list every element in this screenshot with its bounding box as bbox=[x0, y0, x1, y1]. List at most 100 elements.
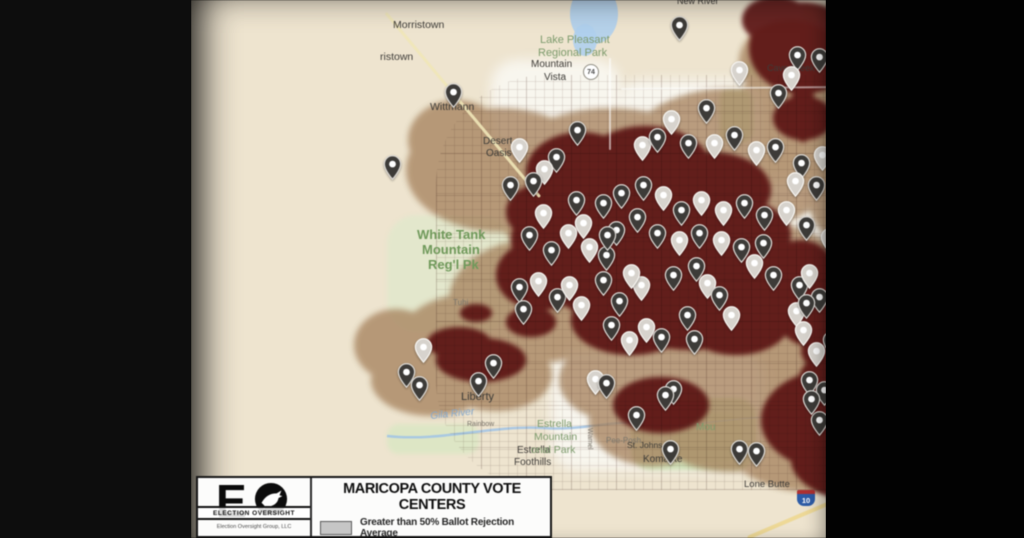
vote-center-pin-light bbox=[722, 306, 741, 331]
legend-label-greater: Greater than 50% Ballot Rejection Averag… bbox=[360, 517, 515, 538]
election-oversight-logo: E ELECTION OVERSIGHT Election Oversight … bbox=[198, 478, 312, 536]
vote-center-pin-dark bbox=[568, 121, 587, 146]
vote-center-pin-light bbox=[714, 201, 733, 226]
vote-center-pin-dark bbox=[510, 278, 529, 303]
vote-center-pin-light bbox=[654, 186, 673, 211]
vote-center-pin-dark bbox=[634, 176, 653, 201]
vote-center-pin-dark bbox=[697, 99, 716, 124]
map-label: Desert bbox=[483, 136, 513, 147]
map-label: White Tank bbox=[417, 227, 486, 242]
vote-center-pin-dark bbox=[444, 83, 463, 108]
route-shields-layer: 748710 bbox=[191, 0, 826, 538]
vote-center-pin-dark bbox=[652, 328, 671, 353]
vote-center-pin-dark bbox=[594, 271, 613, 296]
legend-row-greater: Greater than 50% Ballot Rejection Averag… bbox=[320, 517, 544, 538]
light-swatch bbox=[320, 521, 352, 535]
vote-center-pin-light bbox=[572, 296, 591, 321]
vote-center-pin-light bbox=[574, 214, 593, 239]
vote-center-pin-dark bbox=[664, 266, 683, 291]
vote-center-pin-light bbox=[730, 61, 749, 86]
vote-center-pin-dark bbox=[815, 381, 826, 406]
vote-center-pin-dark bbox=[685, 330, 704, 355]
vote-center-pin-dark bbox=[648, 128, 667, 153]
map-label: onal Park bbox=[531, 444, 576, 456]
heatmap-blob bbox=[790, 82, 816, 142]
vote-center-pin-light bbox=[786, 172, 805, 197]
vote-center-pin-light bbox=[813, 146, 826, 171]
map-label: Regional Park bbox=[538, 47, 608, 59]
vote-center-pin-light bbox=[712, 231, 731, 256]
vote-center-pin-dark bbox=[678, 306, 697, 331]
map-label: Lone Butte bbox=[744, 479, 790, 490]
vote-center-pin-dark bbox=[469, 372, 488, 397]
vote-center-pin-dark bbox=[766, 138, 785, 163]
map-label: Foothills bbox=[514, 457, 552, 468]
vote-center-pin-dark bbox=[710, 286, 729, 311]
vote-center-pin-dark bbox=[594, 194, 613, 219]
vote-center-pin-dark bbox=[679, 134, 698, 159]
vote-center-pin-dark bbox=[797, 294, 816, 319]
heatmap-blob bbox=[742, 0, 810, 44]
map-label: Estrella bbox=[537, 418, 573, 430]
vote-center-pin-dark bbox=[612, 184, 631, 209]
vote-center-pin-dark bbox=[397, 363, 416, 388]
vote-center-pin-dark bbox=[769, 84, 788, 109]
interstate-10-shield: 10 bbox=[797, 490, 815, 506]
vote-center-pin-light bbox=[794, 321, 813, 346]
vote-center-pin-dark bbox=[672, 201, 691, 226]
vote-center-pin-dark bbox=[747, 442, 766, 467]
vote-center-pin-light bbox=[534, 204, 553, 229]
map-label: Rainbow bbox=[467, 421, 495, 428]
vote-center-pin-dark bbox=[810, 411, 826, 436]
right-black-bar bbox=[826, 0, 1024, 538]
vote-center-pin-dark bbox=[810, 288, 826, 313]
vote-center-pin-dark bbox=[725, 126, 744, 151]
map-label: Vista bbox=[544, 72, 567, 83]
vote-center-pin-dark bbox=[754, 234, 773, 259]
vote-center-pin-dark bbox=[735, 194, 754, 219]
logo-subtext: Election Oversight Group, LLC bbox=[216, 524, 292, 530]
vote-center-pin-dark bbox=[822, 331, 826, 356]
vote-center-pin-dark bbox=[764, 266, 783, 291]
park-area bbox=[387, 424, 479, 454]
vote-center-pin-light bbox=[782, 66, 801, 91]
vote-center-pin-light bbox=[777, 201, 796, 226]
vote-center-pin-light bbox=[807, 342, 826, 367]
vote-center-pin-light bbox=[622, 264, 641, 289]
vote-center-pin-dark bbox=[501, 176, 520, 201]
vote-center-pin-light bbox=[580, 238, 599, 263]
vote-center-pin-light bbox=[560, 276, 579, 301]
map-label: Estrella bbox=[517, 445, 551, 456]
vote-center-pin-dark bbox=[484, 354, 503, 379]
vote-center-pin-dark bbox=[410, 376, 429, 401]
vote-center-pin-dark bbox=[755, 206, 774, 231]
vote-center-pin-dark bbox=[602, 316, 621, 341]
map-label: ristown bbox=[380, 51, 414, 63]
vote-center-pin-dark bbox=[670, 16, 689, 41]
vote-center-pin-dark bbox=[802, 390, 821, 415]
vote-center-pin-light bbox=[637, 318, 656, 343]
vote-center-pin-light bbox=[529, 272, 548, 297]
vote-center-pin-light bbox=[559, 224, 578, 249]
vote-center-pin-dark bbox=[730, 440, 749, 465]
legend-box: E ELECTION OVERSIGHT Election Oversight … bbox=[196, 476, 552, 538]
vote-center-pin-dark bbox=[687, 257, 706, 282]
vote-center-pin-dark bbox=[648, 224, 667, 249]
vote-center-pin-dark bbox=[797, 216, 816, 241]
vote-center-pin-light bbox=[662, 110, 681, 135]
vote-center-pin-dark bbox=[628, 208, 647, 233]
vote-center-pin-light bbox=[747, 141, 766, 166]
vote-center-pin-light bbox=[692, 191, 711, 216]
logo-letter-e: E bbox=[216, 478, 247, 527]
legend-title: MARICOPA COUNTY VOTE CENTERS bbox=[343, 481, 521, 513]
vote-center-pin-light bbox=[800, 264, 819, 289]
map-label: Lake Pleasant bbox=[540, 34, 610, 46]
map-label: New River bbox=[677, 0, 719, 6]
legend-panel: MARICOPA COUNTY VOTE CENTERS Greater tha… bbox=[312, 478, 550, 538]
vote-center-pin-dark bbox=[732, 238, 751, 263]
map-label: Oasis bbox=[486, 148, 512, 159]
vote-center-pin-light bbox=[705, 134, 724, 159]
logo-banner-text: ELECTION OVERSIGHT bbox=[198, 506, 310, 520]
vote-center-pin-dark bbox=[567, 191, 586, 216]
